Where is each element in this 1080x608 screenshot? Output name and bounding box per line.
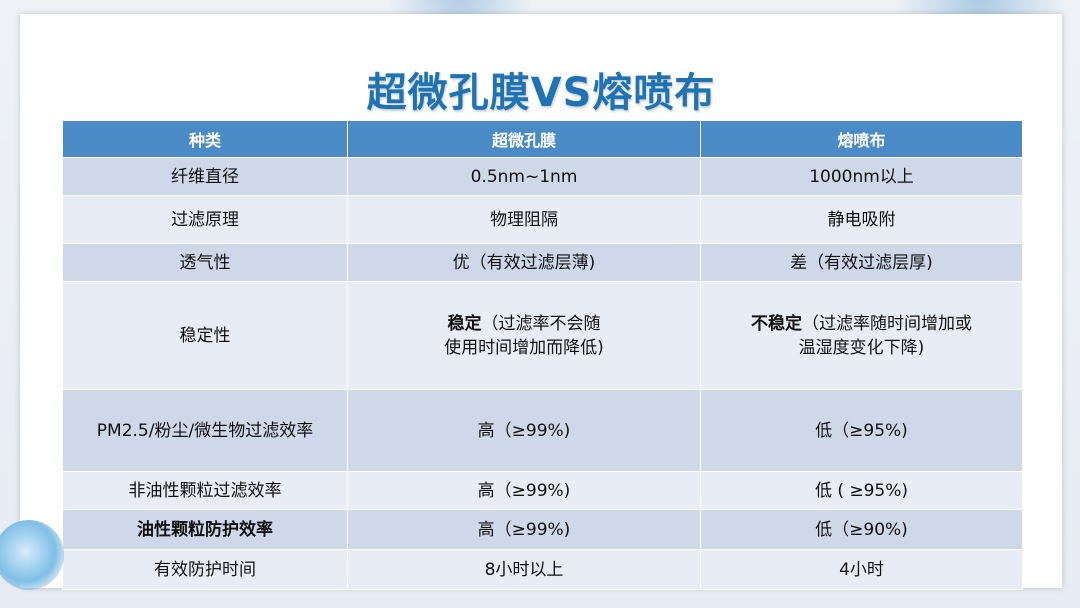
header-category: 种类 — [62, 120, 348, 158]
row-label: 透气性 — [62, 243, 348, 282]
comparison-table: 种类 超微孔膜 熔喷布 纤维直径 0.5nm~1nm 1000nm以上 过滤原理… — [62, 120, 1023, 590]
table-row: 过滤原理 物理阻隔 静电吸附 — [62, 195, 1023, 244]
membrane-cell: 物理阻隔 — [347, 195, 701, 244]
membrane-stability-bold: 稳定 — [447, 313, 482, 334]
header-meltblown: 熔喷布 — [700, 120, 1023, 158]
row-label: 过滤原理 — [62, 195, 348, 244]
meltblown-cell: 1000nm以上 — [700, 157, 1023, 196]
slide: 超微孔膜VS熔喷布 种类 超微孔膜 熔喷布 纤维直径 0.5nm~1nm 100… — [20, 14, 1062, 590]
row-label: 稳定性 — [62, 281, 348, 390]
table-row: 稳定性 稳定（过滤率不会随 使用时间增加而降低) 不稳定（过滤率随时间增加或 温… — [62, 281, 1023, 390]
meltblown-cell: 低（≥90%) — [700, 509, 1023, 550]
meltblown-cell: 4小时 — [700, 549, 1023, 590]
row-label: 非油性颗粒过滤效率 — [62, 471, 348, 510]
table-row: PM2.5/粉尘/微生物过滤效率 高（≥99%) 低（≥95%) — [62, 389, 1023, 472]
membrane-cell: 高（≥99%) — [347, 389, 701, 472]
membrane-cell: 高（≥99%) — [347, 471, 701, 510]
table-row: 油性颗粒防护效率 高（≥99%) 低（≥90%) — [62, 509, 1023, 550]
membrane-stability-note-2: 使用时间增加而降低) — [444, 337, 604, 358]
meltblown-stability-bold: 不稳定 — [751, 313, 802, 334]
membrane-cell: 优（有效过滤层薄) — [347, 243, 701, 282]
slide-title: 超微孔膜VS熔喷布 — [366, 70, 716, 116]
meltblown-stability-note-2: 温湿度变化下降) — [798, 337, 925, 358]
header-membrane: 超微孔膜 — [347, 120, 701, 158]
table-row: 透气性 优（有效过滤层薄) 差（有效过滤层厚) — [62, 243, 1023, 282]
row-label: PM2.5/粉尘/微生物过滤效率 — [62, 389, 348, 472]
meltblown-cell: 差（有效过滤层厚) — [700, 243, 1023, 282]
membrane-stability-note-1: （过滤率不会随 — [481, 313, 601, 334]
table-row: 非油性颗粒过滤效率 高（≥99%) 低 ( ≥95%) — [62, 471, 1023, 510]
table-row: 有效防护时间 8小时以上 4小时 — [62, 549, 1023, 590]
meltblown-stability-note-1: （过滤率随时间增加或 — [802, 313, 972, 334]
table-row: 纤维直径 0.5nm~1nm 1000nm以上 — [62, 157, 1023, 196]
meltblown-cell: 低 ( ≥95%) — [700, 471, 1023, 510]
meltblown-cell: 低（≥95%) — [700, 389, 1023, 472]
table-header-row: 种类 超微孔膜 熔喷布 — [62, 120, 1023, 158]
membrane-cell: 稳定（过滤率不会随 使用时间增加而降低) — [347, 281, 701, 390]
meltblown-cell: 静电吸附 — [700, 195, 1023, 244]
row-label: 油性颗粒防护效率 — [62, 509, 348, 550]
row-label: 纤维直径 — [62, 157, 348, 196]
virus-decoration — [0, 520, 64, 590]
row-label: 有效防护时间 — [62, 549, 348, 590]
membrane-cell: 8小时以上 — [347, 549, 701, 590]
membrane-cell: 高（≥99%) — [347, 509, 701, 550]
membrane-cell: 0.5nm~1nm — [347, 157, 701, 196]
meltblown-cell: 不稳定（过滤率随时间增加或 温湿度变化下降) — [700, 281, 1023, 390]
